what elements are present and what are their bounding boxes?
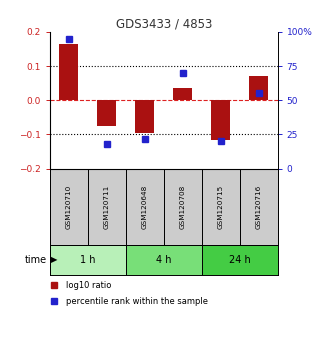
- Text: time: time: [24, 255, 47, 265]
- Text: percentile rank within the sample: percentile rank within the sample: [66, 297, 208, 306]
- Bar: [240, 169, 278, 245]
- Text: GSM120715: GSM120715: [218, 184, 224, 229]
- Bar: [59, 44, 78, 100]
- Text: 24 h: 24 h: [229, 255, 251, 265]
- Bar: [211, 100, 230, 139]
- Bar: [50, 169, 88, 245]
- Text: GSM120648: GSM120648: [142, 184, 148, 229]
- Bar: [126, 245, 202, 275]
- Bar: [50, 245, 126, 275]
- Bar: [173, 88, 192, 100]
- Bar: [202, 169, 240, 245]
- Text: GSM120716: GSM120716: [256, 184, 262, 229]
- Bar: [135, 100, 154, 133]
- Bar: [126, 169, 164, 245]
- Text: GSM120708: GSM120708: [180, 184, 186, 229]
- Bar: [164, 169, 202, 245]
- Bar: [88, 169, 126, 245]
- Text: 1 h: 1 h: [80, 255, 95, 265]
- Bar: [202, 245, 278, 275]
- Text: log10 ratio: log10 ratio: [66, 281, 111, 290]
- Text: GSM120710: GSM120710: [66, 184, 72, 229]
- Text: ▶: ▶: [51, 255, 58, 264]
- Text: GSM120711: GSM120711: [104, 184, 110, 229]
- Title: GDS3433 / 4853: GDS3433 / 4853: [116, 18, 212, 31]
- Bar: [97, 100, 116, 126]
- Bar: [249, 76, 268, 100]
- Text: 4 h: 4 h: [156, 255, 171, 265]
